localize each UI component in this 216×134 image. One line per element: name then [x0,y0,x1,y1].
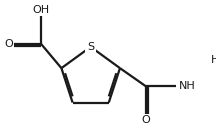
Text: $\mathregular{H_2N}$: $\mathregular{H_2N}$ [210,53,216,67]
Text: OH: OH [32,5,49,15]
Text: O: O [4,39,13,49]
Text: NH: NH [179,81,195,92]
Text: O: O [142,115,151,125]
Text: S: S [87,42,94,51]
